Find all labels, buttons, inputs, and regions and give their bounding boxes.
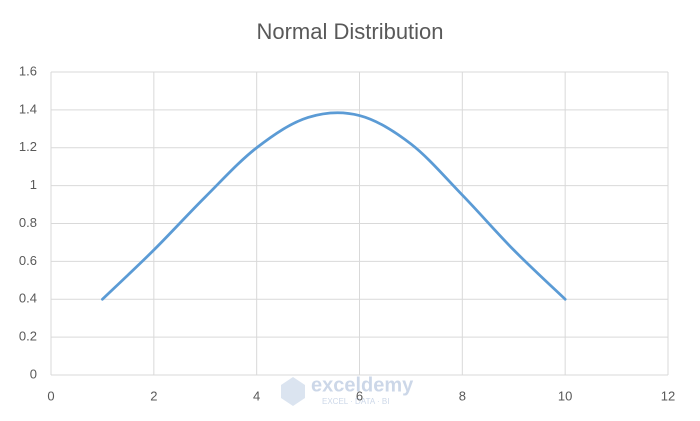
y-tick-label: 1.2 bbox=[19, 139, 37, 154]
x-tick-label: 8 bbox=[459, 388, 466, 403]
x-tick-label: 12 bbox=[661, 388, 675, 403]
watermark-logo bbox=[281, 377, 305, 406]
x-tick-label: 2 bbox=[150, 388, 157, 403]
y-tick-label: 1.4 bbox=[19, 101, 37, 116]
y-tick-label: 0 bbox=[30, 366, 37, 381]
watermark: exceldemy EXCEL · DATA · BI bbox=[281, 374, 414, 406]
y-tick-label: 0.2 bbox=[19, 329, 37, 344]
y-tick-label: 1.6 bbox=[19, 63, 37, 78]
watermark-tagline: EXCEL · DATA · BI bbox=[322, 397, 389, 406]
watermark-name: exceldemy bbox=[311, 374, 414, 396]
y-tick-label: 0.4 bbox=[19, 291, 37, 306]
y-tick-label: 1 bbox=[30, 177, 37, 192]
x-tick-label: 10 bbox=[558, 388, 572, 403]
data-line bbox=[101, 111, 567, 301]
y-tick-label: 0.6 bbox=[19, 253, 37, 268]
chart-title: Normal Distribution bbox=[256, 19, 443, 44]
x-tick-label: 4 bbox=[253, 388, 260, 403]
y-tick-label: 0.8 bbox=[19, 215, 37, 230]
x-tick-label: 6 bbox=[356, 388, 363, 403]
x-tick-label: 0 bbox=[47, 388, 54, 403]
